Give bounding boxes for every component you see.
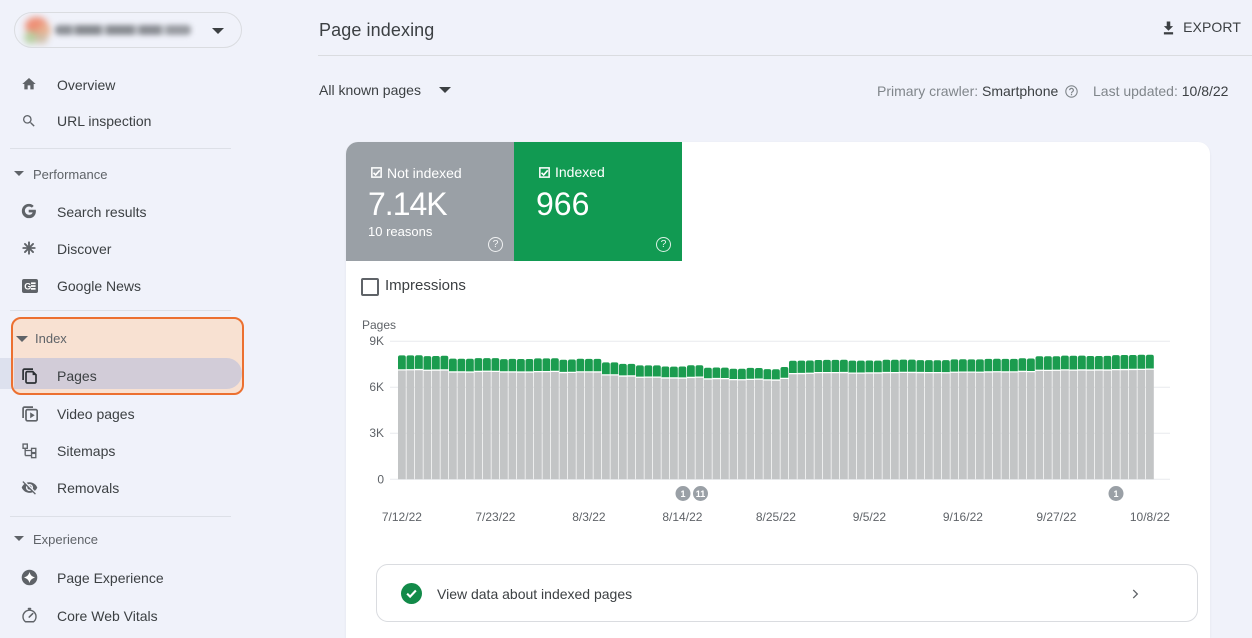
svg-text:9/27/22: 9/27/22 [1036,510,1076,524]
svg-text:3K: 3K [369,426,384,440]
svg-text:0: 0 [377,472,384,486]
svg-text:1: 1 [680,489,685,499]
svg-text:7/12/22: 7/12/22 [382,510,422,524]
svg-text:8/3/22: 8/3/22 [572,510,606,524]
svg-text:G: G [24,282,31,292]
svg-text:8/14/22: 8/14/22 [662,510,702,524]
svg-text:9/16/22: 9/16/22 [943,510,983,524]
svg-text:9/5/22: 9/5/22 [853,510,887,524]
svg-text:11: 11 [696,489,706,499]
svg-text:9K: 9K [369,334,384,348]
svg-text:1: 1 [1113,489,1118,499]
svg-text:7/23/22: 7/23/22 [475,510,515,524]
svg-text:10/8/22: 10/8/22 [1130,510,1170,524]
svg-text:8/25/22: 8/25/22 [756,510,796,524]
svg-text:Pages: Pages [362,318,396,332]
svg-text:6K: 6K [369,380,384,394]
